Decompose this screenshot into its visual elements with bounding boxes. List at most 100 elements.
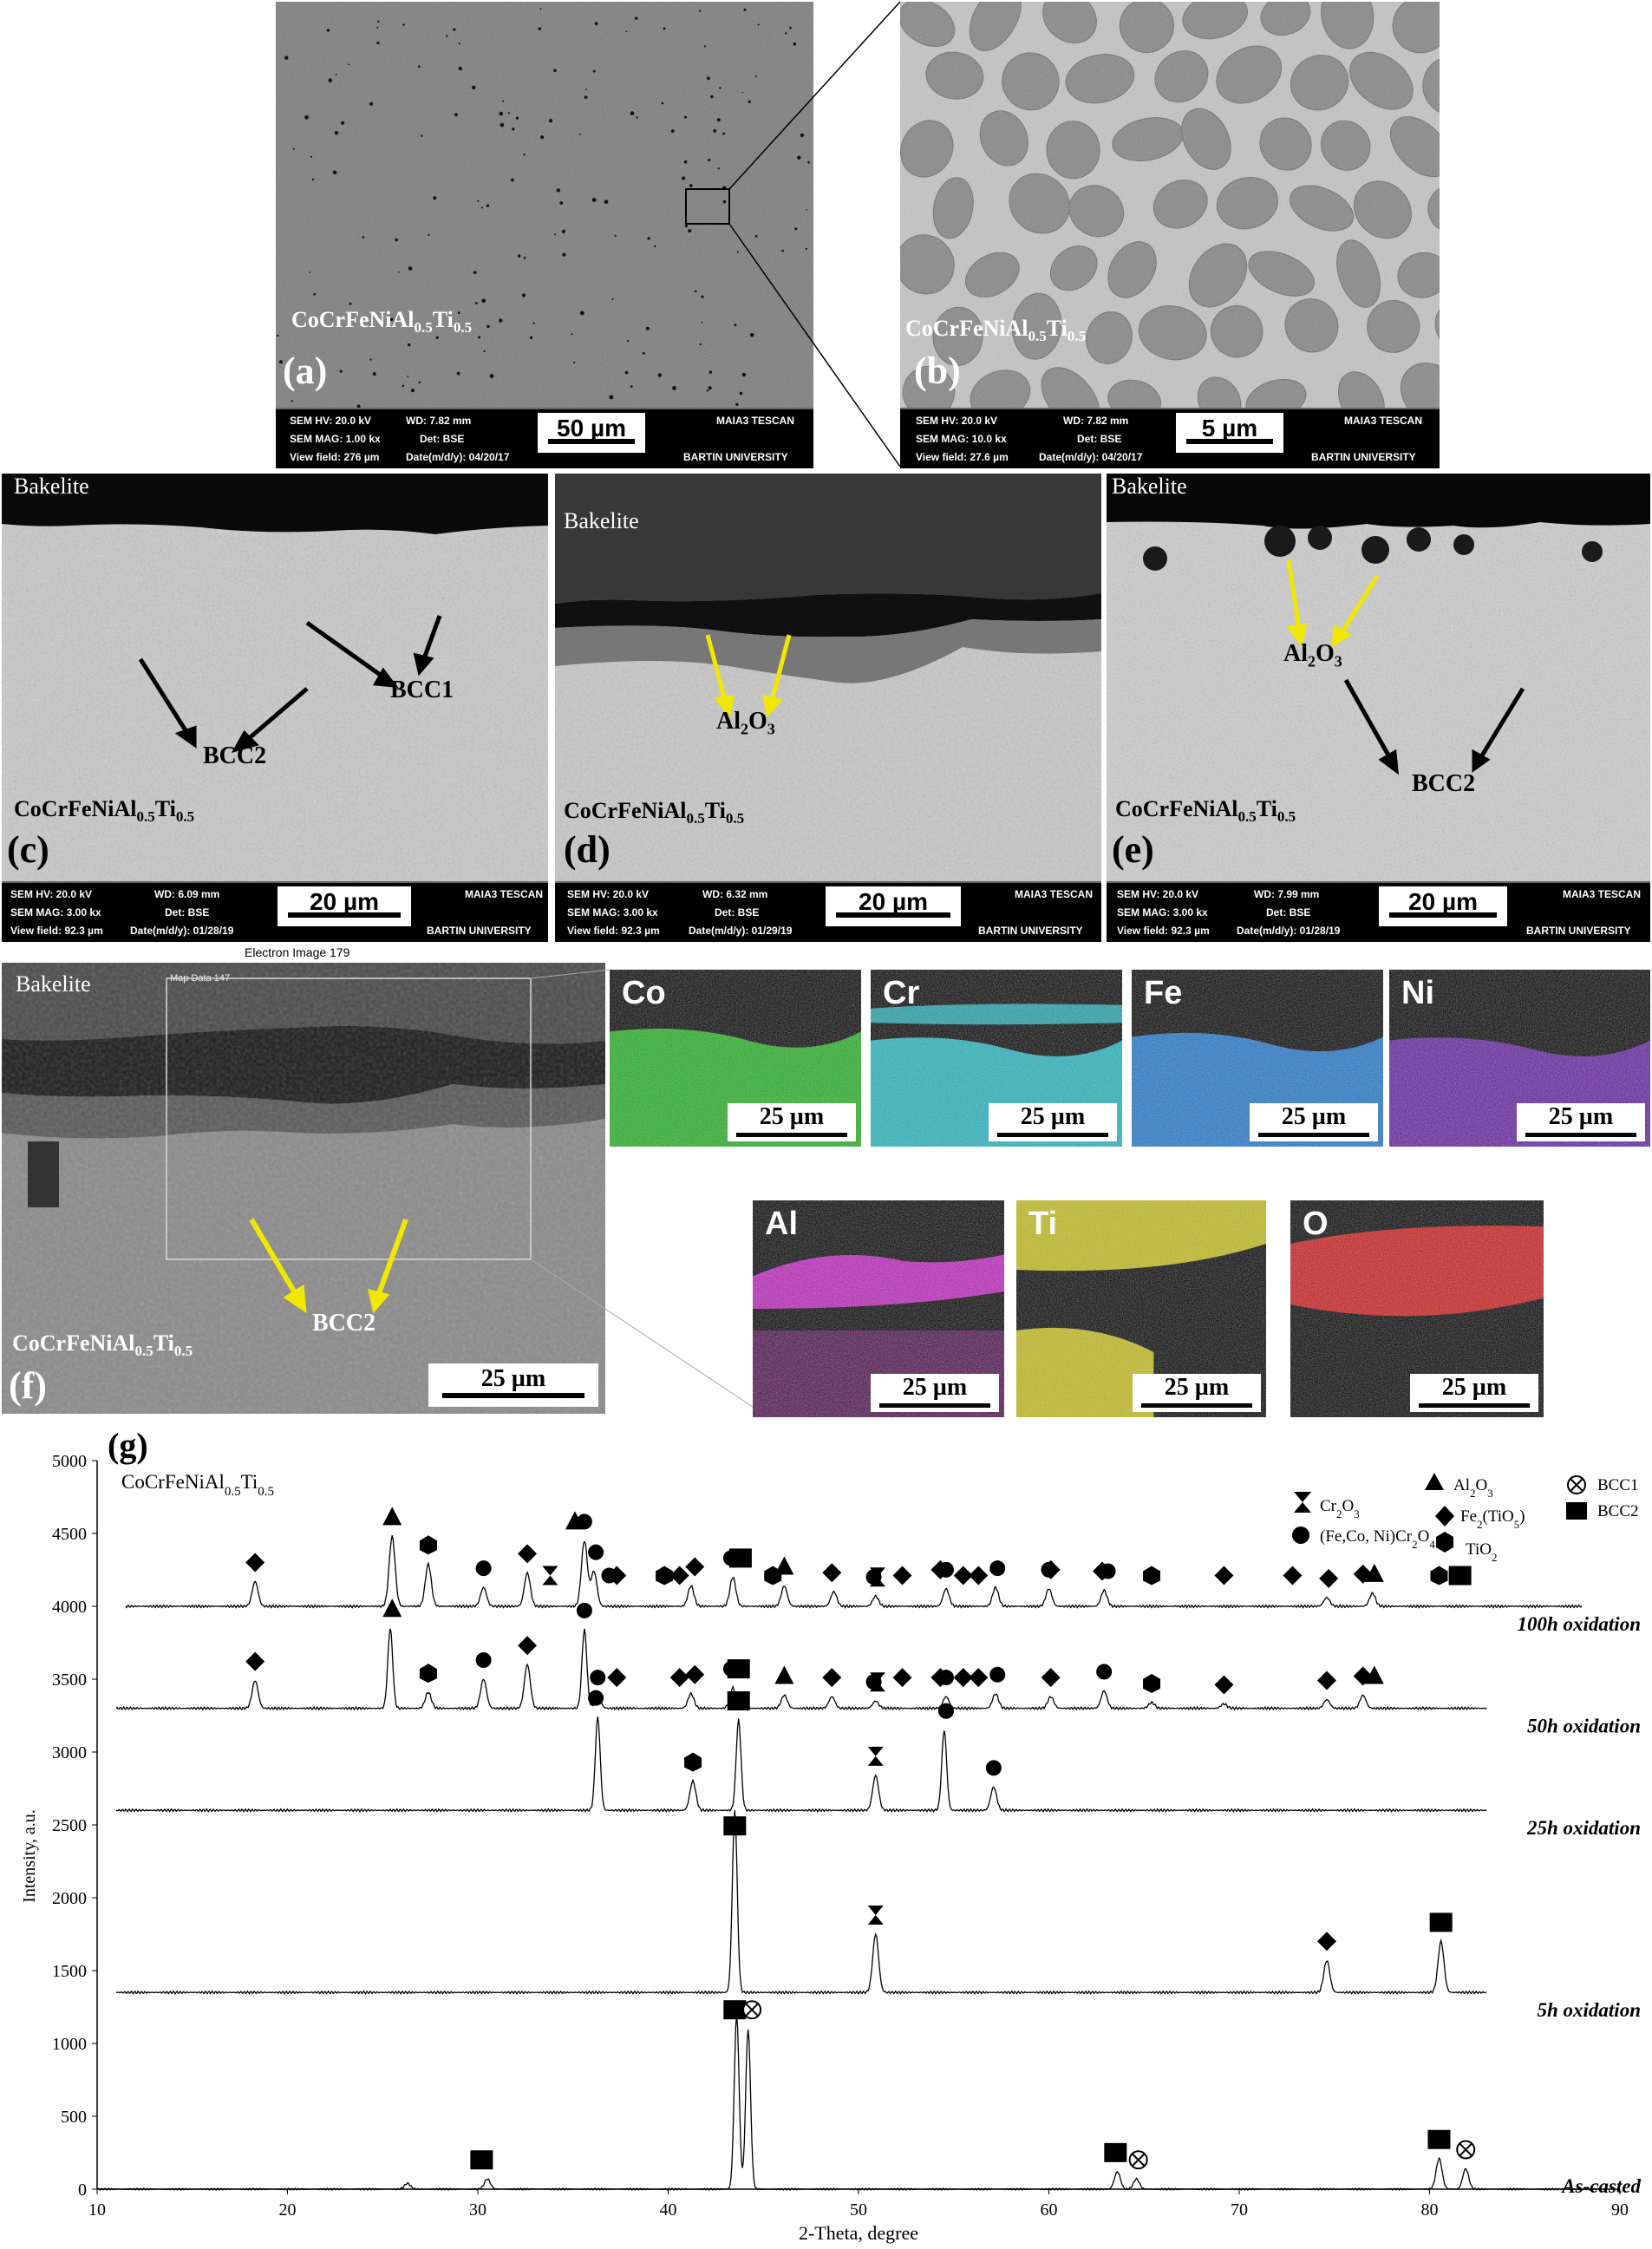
svg-text:BCC1: BCC1 — [1597, 1476, 1639, 1494]
marker-circle — [1041, 1561, 1057, 1578]
xrd-line-50h-oxidation — [115, 1628, 1487, 1711]
marker-diamond — [892, 1566, 912, 1585]
series-label: 25h oxidation — [1526, 1817, 1641, 1839]
marker-diamond — [607, 1668, 627, 1688]
legend-tio2: TiO2 — [1436, 1532, 1497, 1564]
info-brand: MAIA3 TESCAN — [1344, 415, 1423, 427]
scale-bar-d: 20 µm — [826, 886, 961, 926]
info-wd: WD: 7.99 mm — [1254, 888, 1320, 900]
eds-map-scale-bar: 25 µm — [1517, 1103, 1645, 1141]
panel-b-infobar: SEM HV: 20.0 kV WD: 7.82 mm MAIA3 TESCAN… — [900, 408, 1440, 468]
series-label: 100h oxidation — [1517, 1613, 1641, 1635]
marker-circle — [590, 1670, 606, 1686]
marker-hexagon — [419, 1664, 437, 1683]
panel-f-header: Electron Image 179 — [245, 945, 350, 959]
series-label: 50h oxidation — [1527, 1716, 1641, 1737]
x-tick-label: 20 — [279, 2200, 297, 2220]
map-data-label: Map Data 147 — [170, 973, 231, 984]
y-tick-label: 1500 — [52, 1962, 87, 1981]
marker-circle — [576, 1513, 592, 1530]
panel-d-bakelite: Bakelite — [564, 508, 639, 533]
marker-triangle — [382, 1598, 402, 1618]
panel-c-bakelite: Bakelite — [14, 474, 89, 499]
marker-diamond — [969, 1566, 989, 1585]
annotation-al2o3: Al2O3 — [1283, 640, 1342, 670]
zoom-lines — [728, 1, 901, 467]
info-mag: SEM MAG: 10.0 kx — [916, 433, 1007, 445]
sem-panel-e: Bakelite Al2O3 BCC2 CoCrFeNiAl0.5Ti0.5 (… — [1107, 474, 1650, 942]
panel-a-infobar: SEM HV: 20.0 kV WD: 7.82 mm MAIA3 TESCAN… — [276, 408, 813, 468]
eds-map-label: Al — [765, 1206, 798, 1242]
marker-hourglass — [869, 1567, 885, 1587]
xrd-legend: Cr2O3 (Fe,Co, Ni)Cr2O4 Al2O3 Fe2(TiO5) T… — [1292, 1473, 1639, 1564]
xrd-line-5h-oxidation — [115, 1810, 1487, 1995]
info-brand: MAIA3 TESCAN — [1015, 888, 1094, 900]
marker-triangle — [774, 1665, 794, 1684]
panel-a-title: CoCrFeNiAl0.5Ti0.5 — [291, 307, 473, 337]
xrd-series-labels: As-casted 5h oxidation 25h oxidation 50h ox… — [1517, 1613, 1641, 2197]
marker-hourglass — [869, 1672, 885, 1692]
marker-diamond — [685, 1664, 705, 1684]
xrd-panel-label: (g) — [108, 1426, 148, 1465]
info-date: Date(m/d/y): 04/20/17 — [1039, 451, 1143, 463]
marker-square — [723, 1816, 747, 1836]
marker-otimes — [1456, 2140, 1476, 2160]
map-connector-lines — [530, 969, 754, 1408]
svg-text:TiO2: TiO2 — [1466, 1540, 1497, 1564]
sem-panel-d: Bakelite Al2O3 CoCrFeNiAl0.5Ti0.5 (d) SE… — [555, 474, 1101, 942]
info-det: Det: BSE — [165, 906, 210, 919]
info-wd: WD: 6.32 mm — [702, 888, 768, 900]
marker-diamond — [245, 1651, 265, 1671]
legend-al2o3: Al2O3 — [1425, 1473, 1493, 1500]
sem-image-c — [2, 474, 548, 883]
marker-diamond — [953, 1566, 973, 1585]
y-tick-label: 1000 — [52, 2035, 87, 2054]
marker-square — [727, 1659, 750, 1679]
panel-e-bakelite: Bakelite — [1112, 474, 1187, 499]
scale-bar-b: 5 µm — [1176, 413, 1283, 453]
marker-hourglass — [867, 1906, 884, 1925]
info-mag: SEM MAG: 1.00 kx — [290, 433, 381, 445]
y-tick-label: 4500 — [52, 1525, 87, 1544]
sem-panel-a: CoCrFeNiAl0.5Ti0.5 (a) SEM HV: 20.0 kV W… — [276, 2, 813, 468]
marker-circle — [576, 1602, 592, 1618]
legend-bcc1: BCC1 — [1567, 1475, 1639, 1494]
marker-square — [1429, 1912, 1453, 1932]
annotation-bcc1: BCC1 — [390, 677, 454, 703]
eds-map-label: Ti — [1028, 1206, 1058, 1242]
eds-map-label: Fe — [1144, 975, 1183, 1011]
series-label: As-casted — [1560, 2175, 1641, 2197]
marker-circle — [588, 1544, 604, 1560]
eds-map-label: Ni — [1401, 975, 1434, 1011]
marker-otimes — [1128, 2150, 1148, 2170]
panel-c-label: (c) — [7, 828, 49, 871]
xrd-axes: 0 500 1000 1500 2000 2500 3000 3500 4000 4500 5000… — [52, 1452, 1629, 2220]
info-univ: BARTIN UNIVERSITY — [1526, 925, 1631, 937]
info-vf: View field: 276 µm — [290, 451, 380, 463]
info-vf: View field: 27.6 µm — [916, 451, 1009, 463]
info-brand: MAIA3 TESCAN — [716, 415, 795, 427]
marker-square — [470, 2150, 493, 2170]
panel-d-title: CoCrFeNiAl0.5Ti0.5 — [564, 798, 745, 827]
info-date: Date(m/d/y): 01/28/19 — [130, 925, 234, 937]
sem-image-e — [1107, 474, 1650, 883]
eds-map-cr: Cr 25 µm — [871, 970, 1122, 1147]
marker-circle — [989, 1666, 1006, 1683]
marker-circle — [937, 1670, 954, 1686]
marker-hexagon — [684, 1752, 702, 1772]
panel-e-title: CoCrFeNiAl0.5Ti0.5 — [1115, 796, 1296, 826]
eds-map-ti: Ti 25 µm — [1016, 1200, 1266, 1417]
panel-d-infobar: SEM HV: 20.0 kV WD: 6.32 mm MAIA3 TESCAN… — [555, 881, 1101, 942]
svg-text:(Fe,Co, Ni)Cr2O4: (Fe,Co, Ni)Cr2O4 — [1320, 1527, 1435, 1551]
marker-diamond — [245, 1553, 265, 1572]
marker-diamond — [669, 1668, 689, 1688]
sem-panel-c: Bakelite BCC1 BCC2 CoCrFeNiAl0.5Ti0.5 (c… — [2, 474, 548, 942]
marker-diamond — [892, 1668, 912, 1688]
panel-b-title: CoCrFeNiAl0.5Ti0.5 — [905, 316, 1087, 345]
scale-bar-e: 20 µm — [1379, 886, 1507, 926]
marker-hexagon — [764, 1566, 782, 1585]
series-label: 5h oxidation — [1537, 1999, 1641, 2021]
legend-fetio5: Fe2(TiO5) — [1435, 1506, 1525, 1531]
info-hv: SEM HV: 20.0 kV — [1117, 888, 1199, 900]
legend-bcc2: BCC2 — [1566, 1502, 1639, 1520]
